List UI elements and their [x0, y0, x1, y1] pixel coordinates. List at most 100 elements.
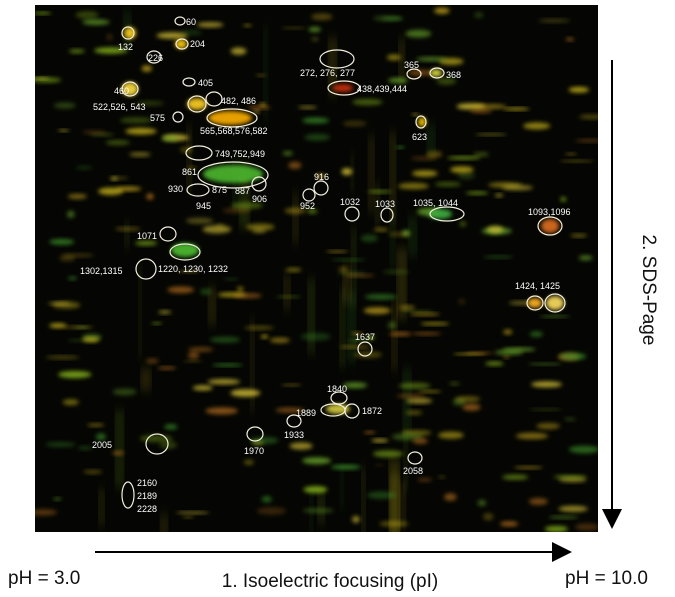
streak: [369, 135, 374, 213]
spot-label: 2160: [137, 478, 157, 488]
streak: [162, 513, 167, 532]
spot: [230, 47, 247, 55]
spot: [436, 77, 457, 85]
spot: [454, 396, 481, 402]
spot-label: 861: [182, 167, 197, 177]
streak: [310, 489, 313, 532]
spot: [548, 515, 579, 519]
spot-label: 749,752,949: [215, 149, 265, 159]
spot: [185, 217, 214, 224]
spot: [106, 33, 113, 41]
spot: [341, 168, 353, 176]
streak: [330, 38, 336, 96]
streak: [362, 466, 365, 532]
spot: [374, 463, 384, 467]
spot-label: 623: [412, 132, 427, 142]
streak: [399, 38, 404, 87]
spot: [35, 509, 58, 516]
spot-ring: [429, 67, 445, 79]
spot: [514, 466, 543, 470]
spot: [35, 11, 52, 15]
spot: [396, 145, 405, 149]
spot: [208, 111, 252, 125]
spot: [303, 486, 328, 494]
spot: [275, 407, 305, 413]
spot: [449, 381, 460, 386]
spot: [418, 117, 426, 127]
spot: [342, 120, 367, 127]
spot: [473, 104, 507, 109]
spot: [212, 363, 243, 367]
spot-ring: [172, 111, 184, 123]
spot-label: 887: [235, 186, 250, 196]
spot: [45, 355, 80, 359]
spot: [74, 326, 89, 329]
spot-label: 945: [196, 201, 211, 211]
spot: [83, 469, 103, 474]
spot: [200, 288, 212, 295]
spot: [129, 152, 151, 157]
spot: [326, 250, 349, 253]
spot: [53, 497, 62, 501]
spot-label: 1220, 1230, 1232: [158, 264, 228, 274]
spot-label: 1032: [340, 197, 360, 207]
spot: [528, 498, 548, 506]
spot-label: 930: [168, 184, 183, 194]
streak: [340, 287, 345, 368]
y-axis-label: 2. SDS-Page: [638, 235, 659, 346]
spot: [257, 507, 287, 515]
spot: [330, 464, 361, 470]
spot-label: 1933: [284, 430, 304, 440]
spot-ring: [187, 95, 207, 113]
spot: [406, 398, 433, 404]
spot: [331, 258, 366, 262]
spot-label: 1093,1096: [528, 207, 571, 217]
spot: [260, 334, 269, 339]
spot-label: 438,439,444: [357, 84, 407, 94]
spot-ring: [121, 81, 139, 97]
spot-ring: [121, 26, 135, 40]
spot: [68, 338, 87, 342]
spot: [246, 223, 275, 231]
spot: [351, 331, 363, 336]
spot-label: 60: [186, 17, 196, 27]
spot-label: 2005: [92, 440, 112, 450]
spot-label: 405: [198, 78, 213, 88]
spot: [397, 182, 429, 190]
spot: [249, 437, 279, 444]
spot-rings: [121, 16, 566, 509]
spot: [158, 310, 172, 314]
spot: [382, 269, 410, 274]
spot: [417, 477, 433, 482]
spot-ring: [344, 206, 360, 222]
spot-ring: [526, 295, 544, 311]
spot: [243, 459, 254, 465]
spot: [371, 438, 389, 443]
spot: [171, 243, 199, 257]
x-axis-label: 1. Isoelectric focusing (pI): [222, 571, 438, 592]
spot: [553, 474, 588, 479]
spot: [87, 423, 105, 427]
streak: [233, 157, 238, 212]
spot-label: 1424, 1425: [515, 281, 560, 291]
spot: [82, 19, 110, 25]
spot: [135, 100, 165, 106]
spot: [398, 382, 431, 389]
spot: [575, 523, 598, 531]
spot-label: 1970: [244, 446, 264, 456]
spot: [111, 177, 118, 181]
spot: [243, 24, 252, 27]
spot: [207, 379, 241, 385]
spot: [302, 117, 330, 124]
spot: [372, 450, 404, 458]
spot-label: 916: [314, 172, 329, 182]
spot: [308, 26, 321, 33]
spot: [146, 193, 154, 200]
spot: [564, 417, 577, 421]
spot: [183, 360, 203, 363]
spot: [302, 457, 332, 465]
spot: [529, 408, 563, 411]
spot: [494, 193, 504, 198]
spot: [231, 202, 264, 209]
spot: [486, 225, 504, 234]
